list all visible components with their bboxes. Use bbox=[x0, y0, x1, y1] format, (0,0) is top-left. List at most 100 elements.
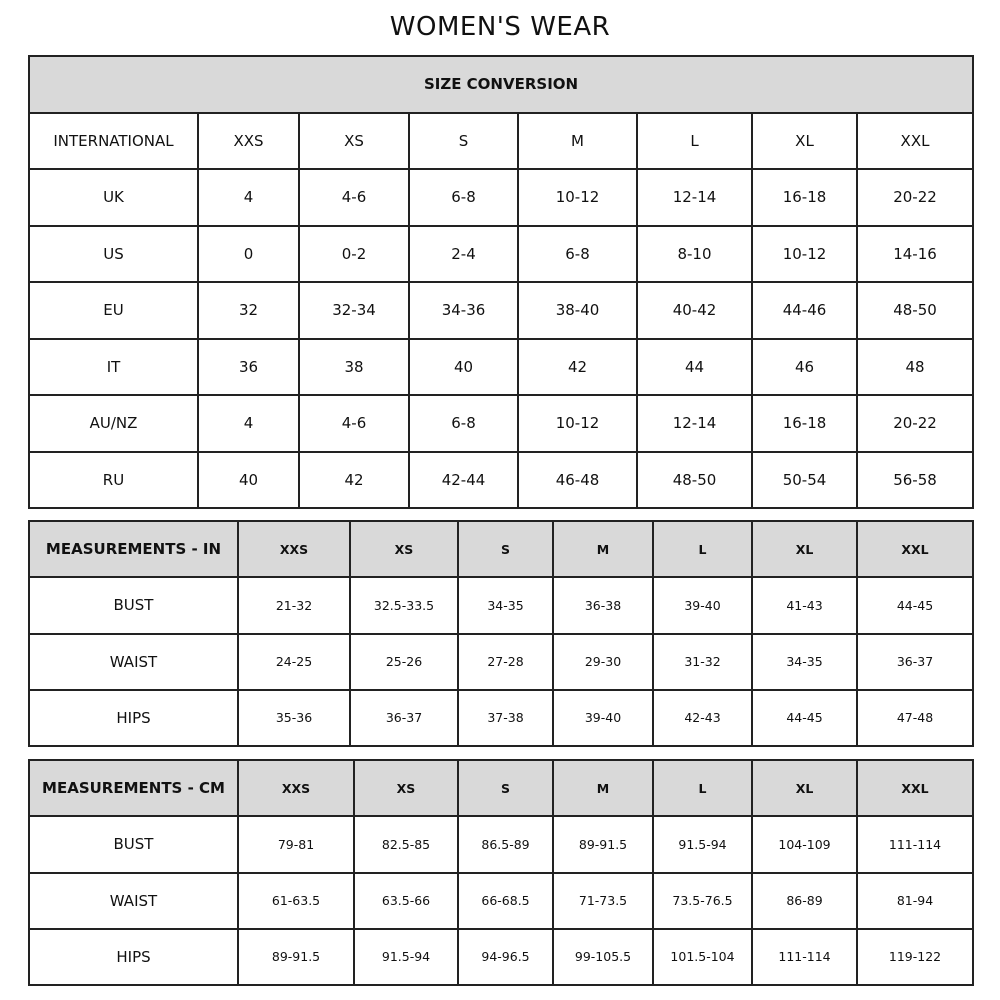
size-value: 14-16 bbox=[855, 224, 975, 283]
size-value: 40 bbox=[408, 337, 519, 396]
size-value: 6-8 bbox=[408, 394, 519, 453]
row-label: WAIST bbox=[28, 871, 239, 930]
size-value: 8-10 bbox=[636, 224, 753, 283]
column-header: XXS bbox=[237, 758, 355, 818]
size-value: 119-122 bbox=[856, 927, 974, 987]
size-value: 4 bbox=[197, 394, 300, 453]
size-value: 47-48 bbox=[856, 688, 974, 748]
size-value: 48-50 bbox=[855, 281, 975, 340]
size-value: 81-94 bbox=[856, 871, 974, 930]
size-value: 86.5-89 bbox=[457, 815, 554, 874]
table-row: IT 36 38 40 42 44 46 48 bbox=[28, 337, 975, 396]
column-header: XXL bbox=[856, 519, 974, 579]
table-row: AU/NZ 4 4-6 6-8 10-12 12-14 16-18 20-22 bbox=[28, 394, 975, 453]
size-conversion-table: SIZE CONVERSION INTERNATIONAL XXS XS S M L XL XX… bbox=[27, 55, 975, 509]
size-value: 104-109 bbox=[751, 815, 858, 874]
size-value: 61-63.5 bbox=[237, 871, 355, 930]
size-value: 36-37 bbox=[856, 632, 974, 691]
size-value: 16-18 bbox=[751, 394, 858, 453]
size-value: 12-14 bbox=[636, 168, 753, 227]
size-value: 29-30 bbox=[552, 632, 654, 691]
size-value: 71-73.5 bbox=[552, 871, 654, 930]
column-header: L bbox=[636, 111, 753, 170]
column-header: XS bbox=[353, 758, 459, 818]
table-row: EU 32 32-34 34-36 38-40 40-42 44-46 48-50 bbox=[28, 281, 975, 340]
size-value: 44-46 bbox=[751, 281, 858, 340]
size-value: 12-14 bbox=[636, 394, 753, 453]
table-row: RU 40 42 42-44 46-48 48-50 50-54 56-58 bbox=[28, 450, 975, 509]
row-label: RU bbox=[28, 450, 199, 509]
size-value: 35-36 bbox=[237, 688, 351, 748]
size-value: 39-40 bbox=[652, 576, 753, 635]
table-row: US 0 0-2 2-4 6-8 8-10 10-12 14-16 bbox=[28, 224, 975, 283]
column-header: S bbox=[457, 758, 554, 818]
table-row: UK 4 4-6 6-8 10-12 12-14 16-18 20-22 bbox=[28, 168, 975, 227]
header-row: MEASUREMENTS - CM XXS XS S M L XL XXL bbox=[28, 758, 974, 818]
row-label: WAIST bbox=[28, 632, 239, 691]
table-row: HIPS 89-91.5 91.5-94 94-96.5 99-105.5 101.5-1… bbox=[28, 927, 974, 987]
row-label: UK bbox=[28, 168, 199, 227]
column-header: L bbox=[652, 519, 753, 579]
page-title: WOMEN'S WEAR bbox=[389, 12, 611, 42]
size-value: 48 bbox=[855, 337, 975, 396]
size-value: 36-38 bbox=[552, 576, 654, 635]
size-value: 63.5-66 bbox=[353, 871, 459, 930]
size-value: 89-91.5 bbox=[552, 815, 654, 874]
size-value: 6-8 bbox=[517, 224, 638, 283]
size-value: 31-32 bbox=[652, 632, 753, 691]
column-header: XS bbox=[349, 519, 459, 579]
size-value: 10-12 bbox=[517, 394, 638, 453]
size-value: 89-91.5 bbox=[237, 927, 355, 987]
size-value: 44-45 bbox=[751, 688, 858, 748]
size-value: 42 bbox=[517, 337, 638, 396]
size-value: 79-81 bbox=[237, 815, 355, 874]
size-value: 4-6 bbox=[298, 394, 410, 453]
size-value: 48-50 bbox=[636, 450, 753, 509]
table-row: WAIST 61-63.5 63.5-66 66-68.5 71-73.5 73.5-76… bbox=[28, 871, 974, 930]
size-value: 24-25 bbox=[237, 632, 351, 691]
column-header: M bbox=[552, 758, 654, 818]
size-value: 2-4 bbox=[408, 224, 519, 283]
size-value: 56-58 bbox=[855, 450, 975, 509]
size-value: 42-44 bbox=[408, 450, 519, 509]
column-header: MEASUREMENTS - CM bbox=[28, 758, 239, 818]
column-header: XL bbox=[751, 758, 858, 818]
size-value: 73.5-76.5 bbox=[652, 871, 753, 930]
column-header: XL bbox=[751, 111, 858, 170]
row-label: HIPS bbox=[28, 927, 239, 987]
row-label: US bbox=[28, 224, 199, 283]
size-value: 50-54 bbox=[751, 450, 858, 509]
size-value: 10-12 bbox=[517, 168, 638, 227]
size-value: 91.5-94 bbox=[353, 927, 459, 987]
size-value: 10-12 bbox=[751, 224, 858, 283]
table-row: HIPS 35-36 36-37 37-38 39-40 42-43 44-45 47-48 bbox=[28, 688, 974, 748]
size-value: 40 bbox=[197, 450, 300, 509]
size-value: 36-37 bbox=[349, 688, 459, 748]
table-row: BUST 21-32 32.5-33.5 34-35 36-38 39-40 41-43 44… bbox=[28, 576, 974, 635]
size-value: 111-114 bbox=[751, 927, 858, 987]
size-value: 4 bbox=[197, 168, 300, 227]
column-header: XXS bbox=[237, 519, 351, 579]
size-value: 34-36 bbox=[408, 281, 519, 340]
size-value: 46 bbox=[751, 337, 858, 396]
size-value: 27-28 bbox=[457, 632, 554, 691]
size-value: 82.5-85 bbox=[353, 815, 459, 874]
column-header: S bbox=[457, 519, 554, 579]
row-label: BUST bbox=[28, 815, 239, 874]
column-header: XXS bbox=[197, 111, 300, 170]
size-value: 38 bbox=[298, 337, 410, 396]
column-header: XXL bbox=[855, 111, 975, 170]
measurements-cm-table: MEASUREMENTS - CM XXS XS S M L XL XXL BUST 79-81 8… bbox=[28, 758, 974, 987]
column-header: XXL bbox=[856, 758, 974, 818]
size-value: 34-35 bbox=[457, 576, 554, 635]
size-value: 94-96.5 bbox=[457, 927, 554, 987]
size-value: 0 bbox=[197, 224, 300, 283]
row-label: AU/NZ bbox=[28, 394, 199, 453]
column-header: L bbox=[652, 758, 753, 818]
size-value: 101.5-104 bbox=[652, 927, 753, 987]
size-value: 36 bbox=[197, 337, 300, 396]
column-header: MEASUREMENTS - IN bbox=[28, 519, 239, 579]
size-value: 38-40 bbox=[517, 281, 638, 340]
table-row: WAIST 24-25 25-26 27-28 29-30 31-32 34-35 36-37 bbox=[28, 632, 974, 691]
size-value: 86-89 bbox=[751, 871, 858, 930]
